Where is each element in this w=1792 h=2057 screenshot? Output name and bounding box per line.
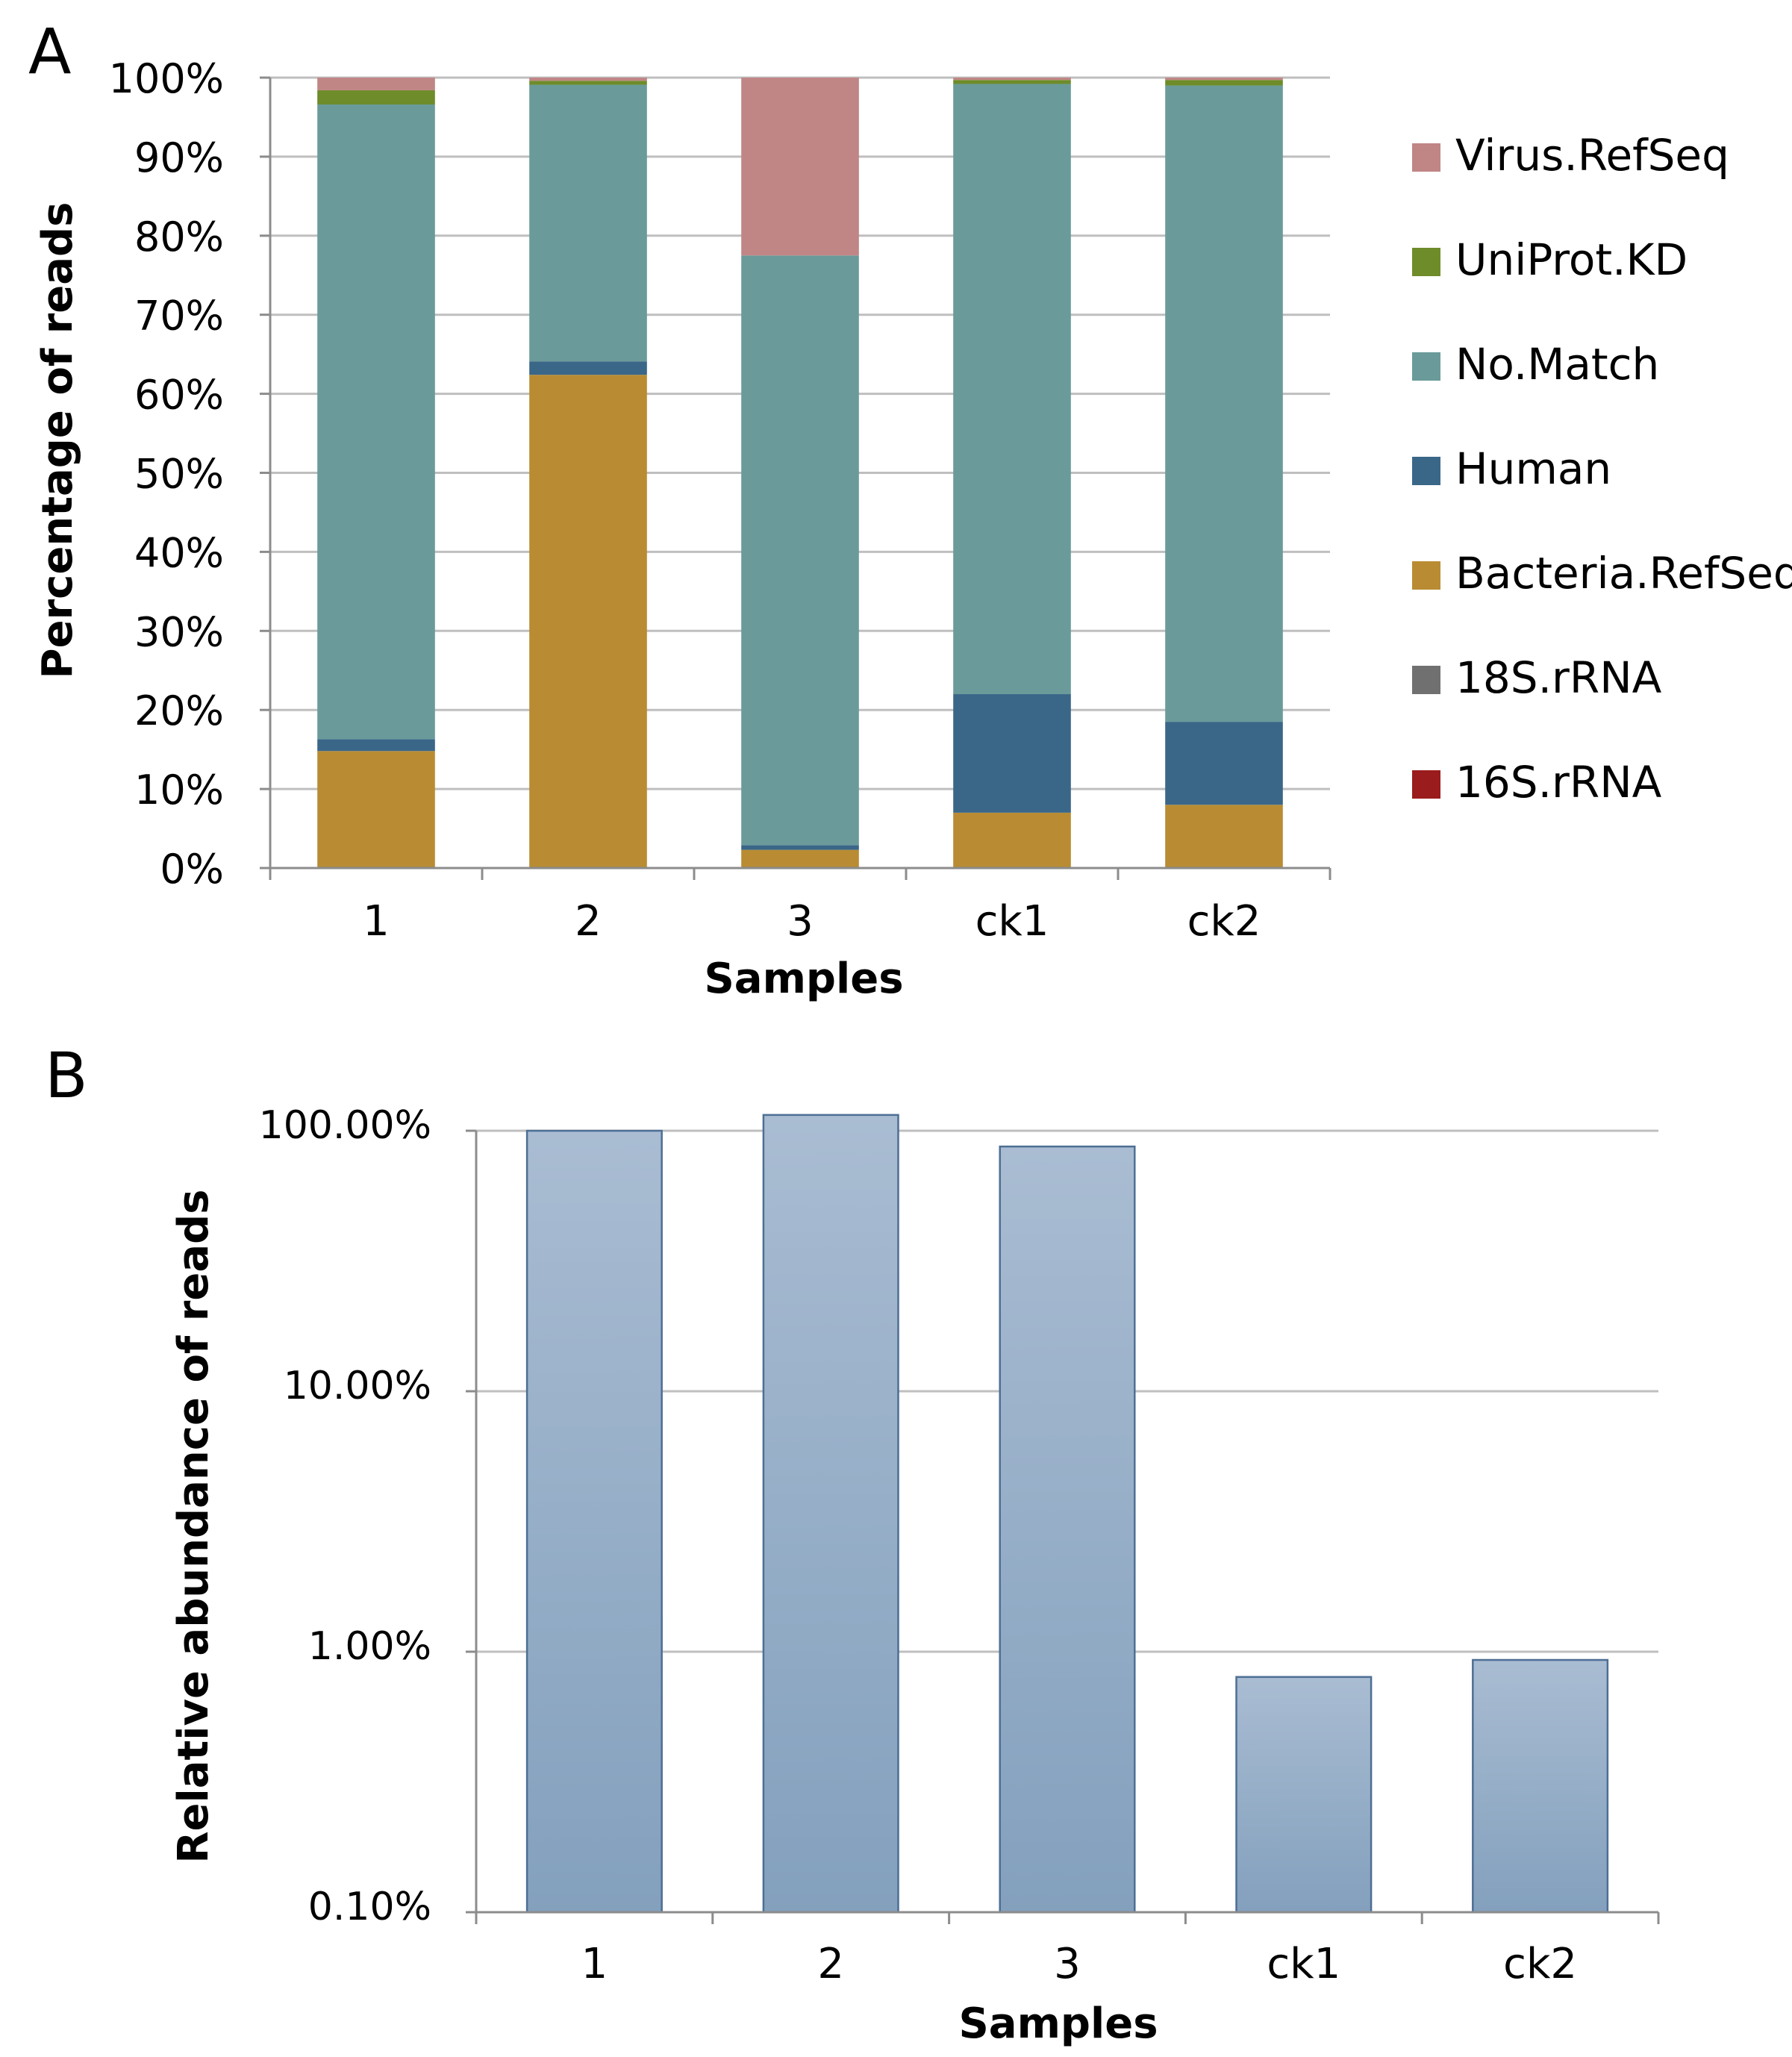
chart-b-bar-2 <box>762 1114 899 1914</box>
chart-b-bar-3 <box>999 1145 1136 1914</box>
chart-b-x-axis-title: Samples <box>958 2000 1158 2048</box>
chart-a-x-tick-label: 1 <box>363 897 390 946</box>
chart-b-y-tick-label: 0.10% <box>308 1885 431 1929</box>
chart-a-bar-no-match-ck2 <box>1165 85 1283 722</box>
chart-b-bar-1 <box>525 1129 663 1914</box>
legend-item-bacteria-refseq: Bacteria.RefSeq <box>1412 548 1792 599</box>
chart-a-bar-virus-refseq-2 <box>529 78 647 81</box>
chart-a-bar-human-1 <box>317 739 435 752</box>
chart-a-y-tick-label: 60% <box>134 372 224 419</box>
legend-label-16s-rrna: 16S.rRNA <box>1455 757 1662 808</box>
chart-b-x-tick-label: 1 <box>581 1940 608 1988</box>
chart-a-y-tick-label: 30% <box>134 608 224 655</box>
chart-a-y-axis-title: Percentage of reads <box>34 202 82 679</box>
chart-a-bar-uniprot-kd-1 <box>317 90 435 105</box>
chart-b-x-tick-label: 2 <box>817 1940 844 1988</box>
chart-a-bar-virus-refseq-1 <box>317 78 435 90</box>
chart-a-axes <box>269 78 1330 870</box>
chart-b-bar-ck1 <box>1235 1676 1373 1914</box>
chart-a-x-tick-label: 2 <box>575 897 602 946</box>
chart-b-bars <box>525 1114 1609 1914</box>
chart-a-x-tick-label: ck1 <box>975 897 1049 946</box>
chart-a-y-tick-label: 20% <box>134 687 224 734</box>
chart-b-x-tick-label: 3 <box>1054 1940 1081 1988</box>
chart-a-bar-virus-refseq-ck1 <box>953 78 1071 81</box>
chart-a-bar-human-ck2 <box>1165 722 1283 805</box>
chart-a-y-tick-label: 50% <box>134 451 224 498</box>
chart-a-y-ticks: 0% 10% 20% 30% 40% 50% 60% 70% 80% 90% 100% <box>109 55 270 893</box>
chart-a-y-tick-label: 90% <box>134 134 224 181</box>
chart-a-bar-uniprot-kd-2 <box>529 81 647 85</box>
chart-a-y-tick-label: 80% <box>134 213 224 260</box>
panel-b-label: B <box>45 1039 88 1112</box>
chart-b-x-tick-label: ck2 <box>1503 1940 1577 1988</box>
chart-b-y-tick-label: 100.00% <box>259 1103 431 1148</box>
chart-b: 0.10% 1.00% 10.00% 100.00% 1 2 3 ck1 ck2 Sample… <box>169 1103 1660 2048</box>
legend-item-no-match: No.Match <box>1412 339 1659 390</box>
chart-a-bar-no-match-2 <box>529 84 647 362</box>
chart-a-bar-virus-refseq-3 <box>741 78 859 256</box>
chart-a-x-tick-label: 3 <box>787 897 814 946</box>
chart-a: 0% 10% 20% 30% 40% 50% 60% 70% 80% 90% 100% 1 2 3 ck1… <box>34 55 1792 1003</box>
legend-label-18s-rrna: 18S.rRNA <box>1455 652 1662 703</box>
chart-a-bar-no-match-ck1 <box>953 84 1071 695</box>
chart-b-y-axis-title: Relative abundance of reads <box>169 1189 218 1863</box>
chart-b-x-tick-label: ck1 <box>1267 1940 1340 1988</box>
legend-label-human: Human <box>1455 443 1611 494</box>
chart-a-bar-bacteria-refseq-2 <box>529 375 647 869</box>
chart-a-bar-human-3 <box>741 845 859 850</box>
chart-a-bar-human-ck1 <box>953 694 1071 813</box>
legend-item-uniprot-kd: UniProt.KD <box>1412 234 1688 285</box>
legend-swatch-16s-rrna <box>1412 770 1440 799</box>
chart-a-legend: Virus.RefSeq UniProt.KD No.Match Human Bacte… <box>1412 130 1792 808</box>
chart-b-bar-ck2 <box>1472 1658 1609 1914</box>
legend-label-uniprot-kd: UniProt.KD <box>1455 234 1688 285</box>
chart-b-x-ticks: 1 2 3 ck1 ck2 <box>475 1912 1660 1988</box>
chart-a-bar-bacteria-refseq-3 <box>741 849 859 868</box>
chart-a-bar-uniprot-kd-ck1 <box>953 80 1071 84</box>
legend-label-no-match: No.Match <box>1455 339 1659 390</box>
chart-a-bar-no-match-3 <box>741 255 859 846</box>
chart-a-bar-bacteria-refseq-1 <box>317 751 435 868</box>
chart-a-bar-uniprot-kd-ck2 <box>1165 80 1283 86</box>
chart-a-bar-stack-3 <box>741 78 859 868</box>
chart-b-axes <box>475 1131 1658 1914</box>
chart-a-y-tick-label: 0% <box>160 846 224 893</box>
panel-a-label: A <box>28 15 71 88</box>
chart-a-y-tick-label: 70% <box>134 293 224 340</box>
legend-swatch-no-match <box>1412 352 1440 381</box>
chart-a-bar-human-2 <box>529 361 647 375</box>
chart-a-bar-stack-ck2 <box>1165 78 1283 868</box>
chart-a-bar-virus-refseq-ck2 <box>1165 78 1283 81</box>
legend-swatch-bacteria-refseq <box>1412 561 1440 590</box>
chart-a-x-ticks: 1 2 3 ck1 ck2 <box>269 868 1331 946</box>
chart-a-y-tick-label: 100% <box>109 55 224 102</box>
chart-a-y-tick-label: 40% <box>134 529 224 576</box>
chart-b-y-tick-label: 10.00% <box>284 1364 431 1408</box>
chart-b-y-ticks: 0.10% 1.00% 10.00% 100.00% <box>259 1103 476 1929</box>
chart-a-bar-bacteria-refseq-ck2 <box>1165 805 1283 868</box>
legend-label-virus-refseq: Virus.RefSeq <box>1455 130 1729 181</box>
legend-swatch-18s-rrna <box>1412 666 1440 694</box>
chart-a-bars <box>317 78 1283 869</box>
chart-a-x-tick-label: ck2 <box>1187 897 1261 946</box>
legend-label-bacteria-refseq: Bacteria.RefSeq <box>1455 548 1792 599</box>
legend-item-16s-rrna: 16S.rRNA <box>1412 757 1662 808</box>
chart-a-bar-stack-2 <box>529 78 647 869</box>
chart-b-y-tick-label: 1.00% <box>308 1624 431 1669</box>
chart-a-bar-stack-ck1 <box>953 78 1071 868</box>
chart-a-y-tick-label: 10% <box>134 767 224 814</box>
legend-swatch-human <box>1412 457 1440 485</box>
chart-a-x-axis-title: Samples <box>704 955 903 1003</box>
chart-a-bar-stack-1 <box>317 78 435 868</box>
legend-item-18s-rrna: 18S.rRNA <box>1412 652 1662 703</box>
legend-item-virus-refseq: Virus.RefSeq <box>1412 130 1729 181</box>
legend-item-human: Human <box>1412 443 1611 494</box>
chart-a-bar-no-match-1 <box>317 104 435 740</box>
legend-swatch-uniprot-kd <box>1412 248 1440 276</box>
legend-swatch-virus-refseq <box>1412 143 1440 172</box>
chart-a-bar-bacteria-refseq-ck1 <box>953 812 1071 868</box>
